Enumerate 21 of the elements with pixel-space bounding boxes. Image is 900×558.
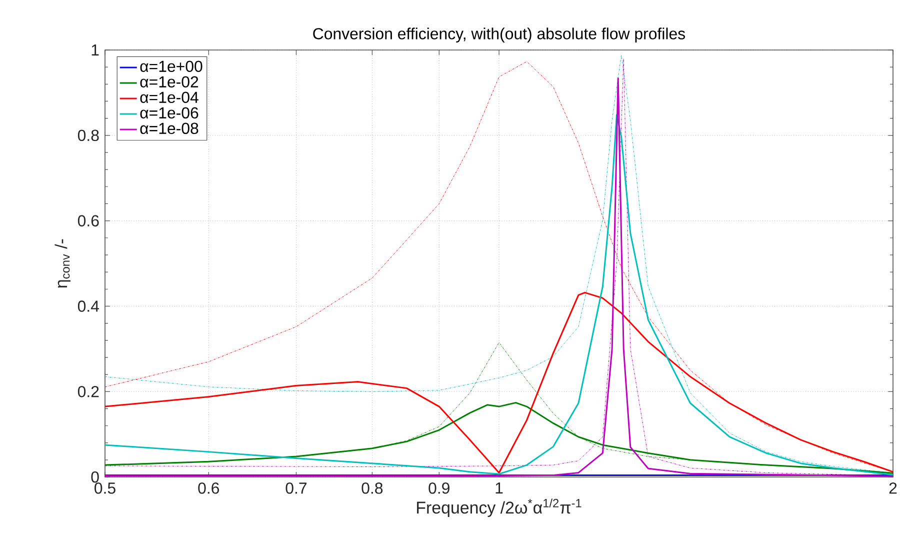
legend-label: α=1e+00 — [140, 60, 202, 72]
legend-label: α=1e-08 — [140, 122, 198, 134]
x-tick-label: 1 — [496, 482, 503, 494]
y-tick-label: 0.4 — [78, 300, 100, 312]
y-tick-label: 0.2 — [78, 386, 99, 398]
chart-title: Conversion efficiency, with(out) absolute flow profiles — [313, 28, 685, 43]
x-tick-label: 0.9 — [428, 482, 450, 494]
x-tick-label: 0.7 — [286, 482, 306, 494]
x-axis-title: Frequency /2ω$^{*}$α$^{1/2}$π$^{-1}$ — [417, 498, 582, 517]
x-tick-label: 0.5 — [94, 482, 116, 494]
y-tick-label: 1 — [92, 44, 99, 56]
x-tick-label: 2 — [889, 482, 897, 494]
legend-label: α=1e-04 — [140, 92, 198, 103]
y-tick-label: 0.8 — [78, 130, 99, 142]
y-axis-title: η$_{conv}$ /- — [54, 239, 70, 288]
y-tick-label: 0 — [91, 471, 99, 483]
legend-label: α=1e-02 — [140, 76, 198, 88]
x-tick-label: 0.8 — [362, 482, 383, 494]
legend-label: α=1e-06 — [140, 107, 198, 119]
y-tick-label: 0.6 — [78, 215, 99, 226]
x-tick-label: 0.6 — [198, 482, 220, 494]
